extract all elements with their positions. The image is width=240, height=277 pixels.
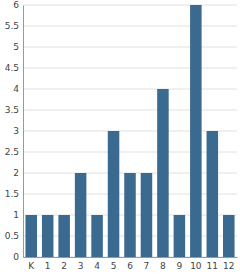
bar (108, 131, 120, 257)
x-axis: K123456789101112 (24, 257, 238, 271)
x-tick: 5 (111, 257, 117, 271)
x-tick: 10 (190, 257, 202, 271)
y-tick: 1 (13, 210, 23, 220)
x-tick: 8 (160, 257, 166, 271)
bar (174, 215, 186, 257)
x-tick-label: 12 (223, 261, 234, 271)
y-tick: 2 (13, 168, 23, 178)
y-tick: 0 (13, 252, 23, 262)
bar (75, 173, 87, 257)
y-tick-label: 3 (13, 126, 19, 136)
bar (91, 215, 103, 257)
y-tick: 3.5 (5, 105, 23, 115)
y-tick: 4.5 (5, 63, 23, 73)
x-tick: K (28, 257, 35, 271)
chart: 00.511.522.533.544.555.56K12345678910111… (0, 0, 240, 277)
y-tick-label: 4 (13, 84, 19, 94)
y-axis-line (23, 6, 24, 258)
x-tick: 11 (207, 257, 218, 271)
x-tick: 9 (177, 257, 183, 271)
grid-line (23, 47, 237, 48)
y-tick-label: 6 (13, 0, 19, 10)
y-tick-label: 0 (13, 252, 19, 262)
grid-line (23, 89, 237, 90)
x-tick-label: 4 (94, 261, 100, 271)
bar (25, 215, 37, 257)
bar (141, 173, 153, 257)
x-tick-label: 9 (177, 261, 183, 271)
y-axis: 0 0.5 1 1.5 2 2.5 3 3.5 4 4.5 5 5.5 6 (5, 0, 24, 262)
bar (223, 215, 235, 257)
y-tick-label: 5 (13, 42, 19, 52)
x-tick-label: 2 (61, 261, 67, 271)
y-tick-label: 0.5 (5, 231, 19, 241)
x-tick: 4 (94, 257, 100, 271)
x-tick-label: 3 (78, 261, 84, 271)
x-tick-label: 10 (190, 261, 202, 271)
grid-line (23, 5, 237, 6)
y-tick: 4 (13, 84, 23, 94)
y-tick-label: 2.5 (5, 147, 19, 157)
x-tick-label: 5 (111, 261, 117, 271)
y-tick-label: 5.5 (5, 21, 19, 31)
x-tick: 12 (223, 257, 234, 271)
x-tick-label: K (28, 261, 35, 271)
y-tick: 3 (13, 126, 23, 136)
grid-line (23, 110, 237, 111)
y-tick-label: 2 (13, 168, 19, 178)
bar (190, 5, 202, 257)
bar (124, 173, 136, 257)
x-tick-label: 1 (45, 261, 51, 271)
bars (25, 5, 234, 257)
x-tick-label: 11 (207, 261, 218, 271)
plot: 00.511.522.533.544.555.56K12345678910111… (5, 0, 238, 271)
bar (58, 215, 70, 257)
bar (42, 215, 54, 257)
y-tick-label: 4.5 (5, 63, 19, 73)
y-tick: 1.5 (5, 189, 23, 199)
y-tick: 0.5 (5, 231, 23, 241)
y-tick: 5.5 (5, 21, 23, 31)
grid-line (23, 26, 237, 27)
grid (23, 5, 237, 257)
x-tick: 2 (61, 257, 67, 271)
x-tick-label: 6 (127, 261, 133, 271)
x-tick: 3 (78, 257, 84, 271)
x-axis-line (24, 257, 238, 258)
x-tick: 6 (127, 257, 133, 271)
x-tick-label: 7 (144, 261, 150, 271)
y-tick: 5 (13, 42, 23, 52)
y-tick-label: 3.5 (5, 105, 19, 115)
y-tick-label: 1 (13, 210, 19, 220)
bar (157, 89, 169, 257)
x-tick-label: 8 (160, 261, 166, 271)
bar (207, 131, 219, 257)
y-tick: 2.5 (5, 147, 23, 157)
y-tick-label: 1.5 (5, 189, 19, 199)
x-tick: 1 (45, 257, 51, 271)
grid-line (23, 152, 237, 153)
y-tick: 6 (13, 0, 23, 10)
x-tick: 7 (144, 257, 150, 271)
grid-line (23, 131, 237, 132)
grid-line (23, 68, 237, 69)
